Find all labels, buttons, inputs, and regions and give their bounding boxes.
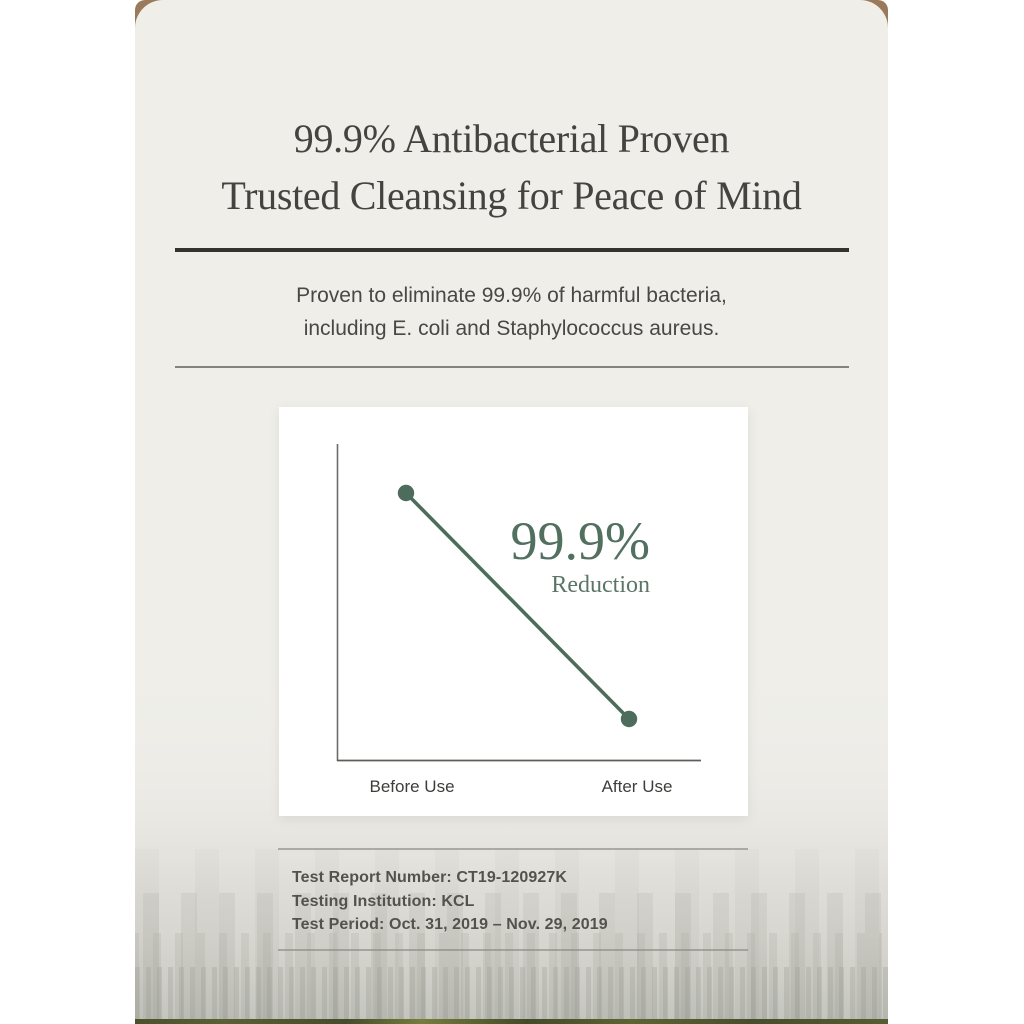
- testing-institution: Testing Institution: KCL: [292, 892, 475, 910]
- title-divider: [174, 248, 849, 252]
- test-report-number: Test Report Number: CT19-120927K: [292, 869, 567, 886]
- beige-panel: 99.9% Antibacterial Proven Trusted Clean…: [135, 0, 888, 1024]
- x-axis-label-after-use: After Use: [601, 777, 673, 796]
- report-divider-top: [278, 848, 748, 850]
- test-report-info: Test Report Number: CT19-120927K Testing…: [292, 866, 762, 937]
- data-point-after-use: [620, 710, 638, 728]
- reduction-value: 99.9% Reduction: [511, 513, 650, 598]
- subtitle: Proven to eliminate 99.9% of harmful bac…: [135, 279, 888, 345]
- reduction-chart-card: 99.9% Reduction Before Use After Use: [279, 407, 748, 816]
- subtitle-line-2: including E. coli and Staphylococcus aur…: [303, 317, 720, 340]
- data-point-before-use: [397, 484, 415, 502]
- reduction-line-chart: [336, 444, 701, 762]
- x-axis-label-before-use: Before Use: [369, 777, 455, 796]
- subtitle-line-1: Proven to eliminate 99.9% of harmful bac…: [296, 284, 727, 307]
- title-line-2: Trusted Cleansing for Peace of Mind: [221, 173, 802, 218]
- subtitle-divider: [174, 366, 849, 368]
- report-divider-bottom: [278, 949, 748, 951]
- page-title: 99.9% Antibacterial Proven Trusted Clean…: [135, 110, 888, 224]
- title-line-1: 99.9% Antibacterial Proven: [293, 116, 730, 161]
- reduction-percentage: 99.9%: [510, 511, 650, 571]
- data-line: [404, 491, 631, 721]
- next-section-edge: [135, 1019, 888, 1024]
- reduction-label: Reduction: [551, 572, 650, 598]
- test-period: Test Period: Oct. 31, 2019 – Nov. 29, 20…: [292, 916, 608, 933]
